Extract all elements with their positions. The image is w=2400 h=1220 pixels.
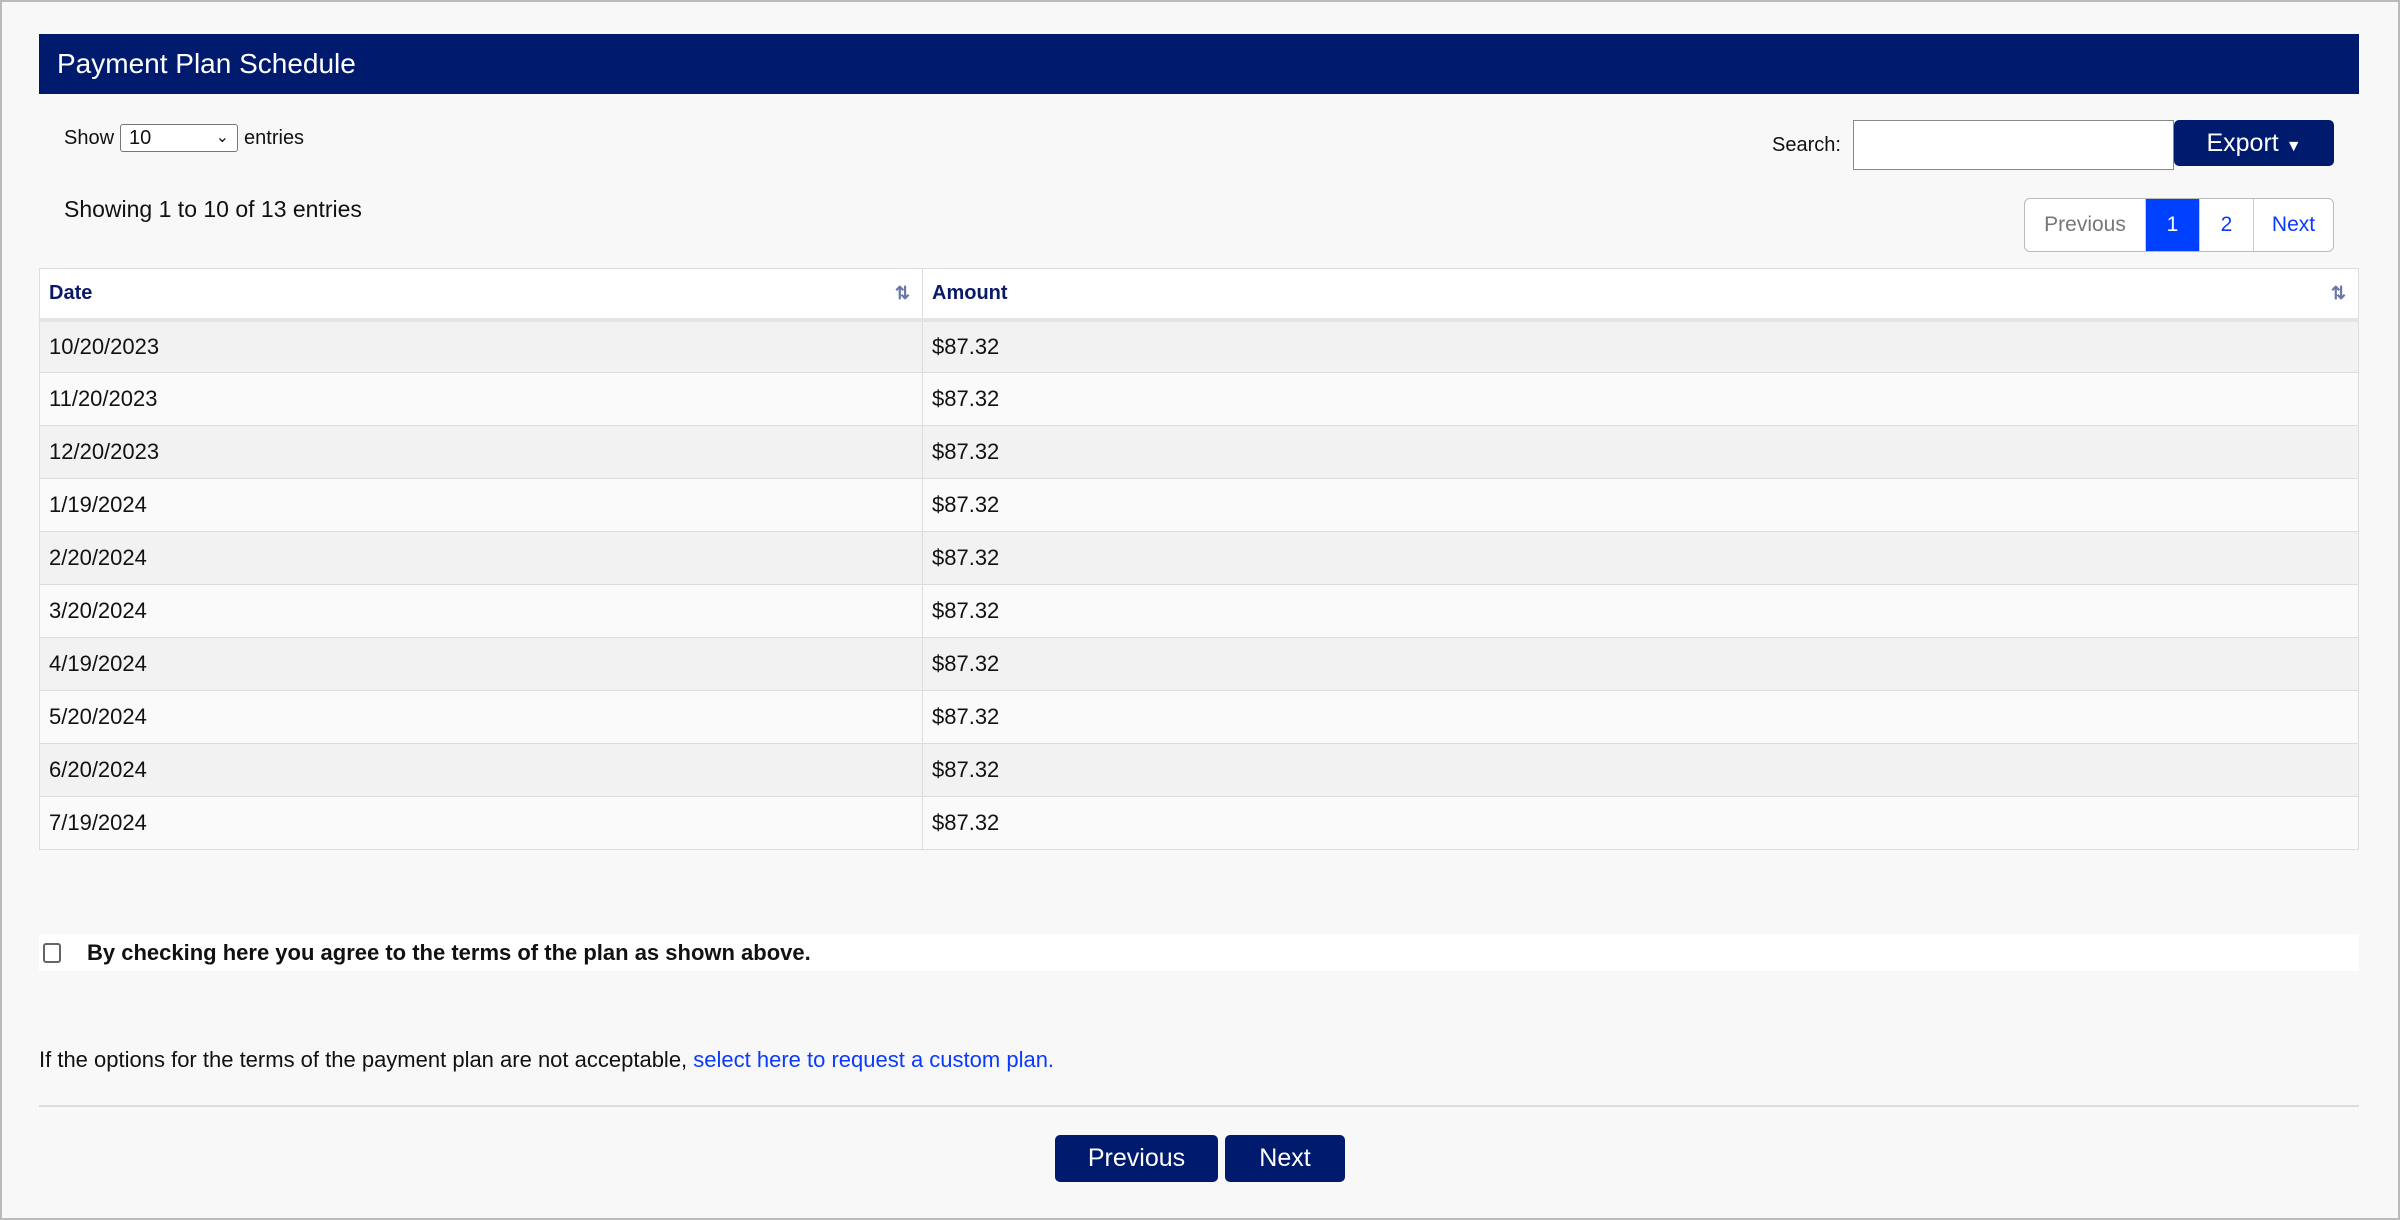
search-label: Search:: [1772, 134, 1841, 156]
sort-icon: ⇅: [894, 283, 910, 303]
column-header-label: Date: [49, 281, 93, 304]
date-cell: 12/20/2023: [39, 425, 923, 479]
amount-cell: $87.32: [922, 425, 2359, 479]
date-cell: 5/20/2024: [39, 690, 923, 744]
pagination-previous[interactable]: Previous: [2044, 213, 2126, 236]
custom-plan-prefix: If the options for the terms of the paym…: [39, 1047, 694, 1072]
custom-plan-link[interactable]: select here to request a custom plan.: [693, 1047, 1055, 1072]
page-title: Payment Plan Schedule: [39, 34, 2359, 94]
sort-icon: ⇅: [2330, 283, 2346, 303]
amount-cell: $87.32: [922, 637, 2359, 691]
agree-row: By checking here you agree to the terms …: [39, 934, 2359, 971]
date-cell: 7/19/2024: [39, 796, 923, 850]
amount-cell: $87.32: [922, 743, 2359, 797]
entries-select-value: 10: [129, 127, 152, 149]
pagination-page-2[interactable]: 2: [2199, 199, 2253, 251]
search-input[interactable]: [1853, 120, 2174, 170]
amount-cell: $87.32: [922, 478, 2359, 532]
caret-down-icon: ▼: [2285, 138, 2302, 155]
entries-label: entries: [244, 126, 305, 149]
amount-cell: $87.32: [922, 372, 2359, 426]
amount-cell: $87.32: [922, 690, 2359, 744]
amount-cell: $87.32: [922, 584, 2359, 638]
amount-cell: $87.32: [922, 319, 2359, 373]
table-row: 4/19/2024 $87.32: [39, 637, 2359, 691]
show-label: Show: [64, 126, 115, 149]
agree-label: By checking here you agree to the terms …: [87, 939, 811, 965]
entries-select[interactable]: 10 ⌄: [120, 124, 239, 152]
entries-length-control: Show 10 ⌄ entries: [64, 124, 304, 152]
date-cell: 1/19/2024: [39, 478, 923, 532]
column-header-date[interactable]: Date ⇅: [39, 268, 923, 322]
table-row: 7/19/2024 $87.32: [39, 796, 2359, 850]
table-row: 11/20/2023 $87.32: [39, 372, 2359, 426]
table-row: 10/20/2023 $87.32: [39, 319, 2359, 373]
next-button[interactable]: Next: [1225, 1135, 1345, 1182]
custom-plan-text: If the options for the terms of the paym…: [39, 1047, 1054, 1073]
table-row: 12/20/2023 $87.32: [39, 425, 2359, 479]
date-cell: 4/19/2024: [39, 637, 923, 691]
date-cell: 6/20/2024: [39, 743, 923, 797]
amount-cell: $87.32: [922, 531, 2359, 585]
pagination-page-1[interactable]: 1: [2145, 199, 2199, 251]
column-header-amount[interactable]: Amount ⇅: [922, 268, 2359, 322]
date-cell: 3/20/2024: [39, 584, 923, 638]
date-cell: 10/20/2023: [39, 319, 923, 373]
table-info: Showing 1 to 10 of 13 entries: [64, 196, 362, 222]
previous-button[interactable]: Previous: [1055, 1135, 1218, 1182]
table-row: 5/20/2024 $87.32: [39, 690, 2359, 744]
export-button[interactable]: Export ▼: [2174, 120, 2334, 166]
column-header-label: Amount: [932, 281, 1008, 304]
export-label: Export: [2206, 129, 2279, 157]
table-row: 6/20/2024 $87.32: [39, 743, 2359, 797]
divider: [39, 1105, 2359, 1107]
date-cell: 2/20/2024: [39, 531, 923, 585]
amount-cell: $87.32: [922, 796, 2359, 850]
table-row: 3/20/2024 $87.32: [39, 584, 2359, 638]
table-row: 1/19/2024 $87.32: [39, 478, 2359, 532]
date-cell: 11/20/2023: [39, 372, 923, 426]
agree-checkbox[interactable]: [43, 942, 61, 963]
payment-schedule-table: Date ⇅ Amount ⇅ 10/20/2023 $87.32 11/20/2023…: [39, 268, 2359, 850]
pagination-next[interactable]: Next: [2253, 199, 2333, 251]
chevron-down-icon: ⌄: [215, 129, 230, 146]
pagination: Previous 1 2 Next: [2024, 198, 2334, 252]
table-row: 2/20/2024 $87.32: [39, 531, 2359, 585]
